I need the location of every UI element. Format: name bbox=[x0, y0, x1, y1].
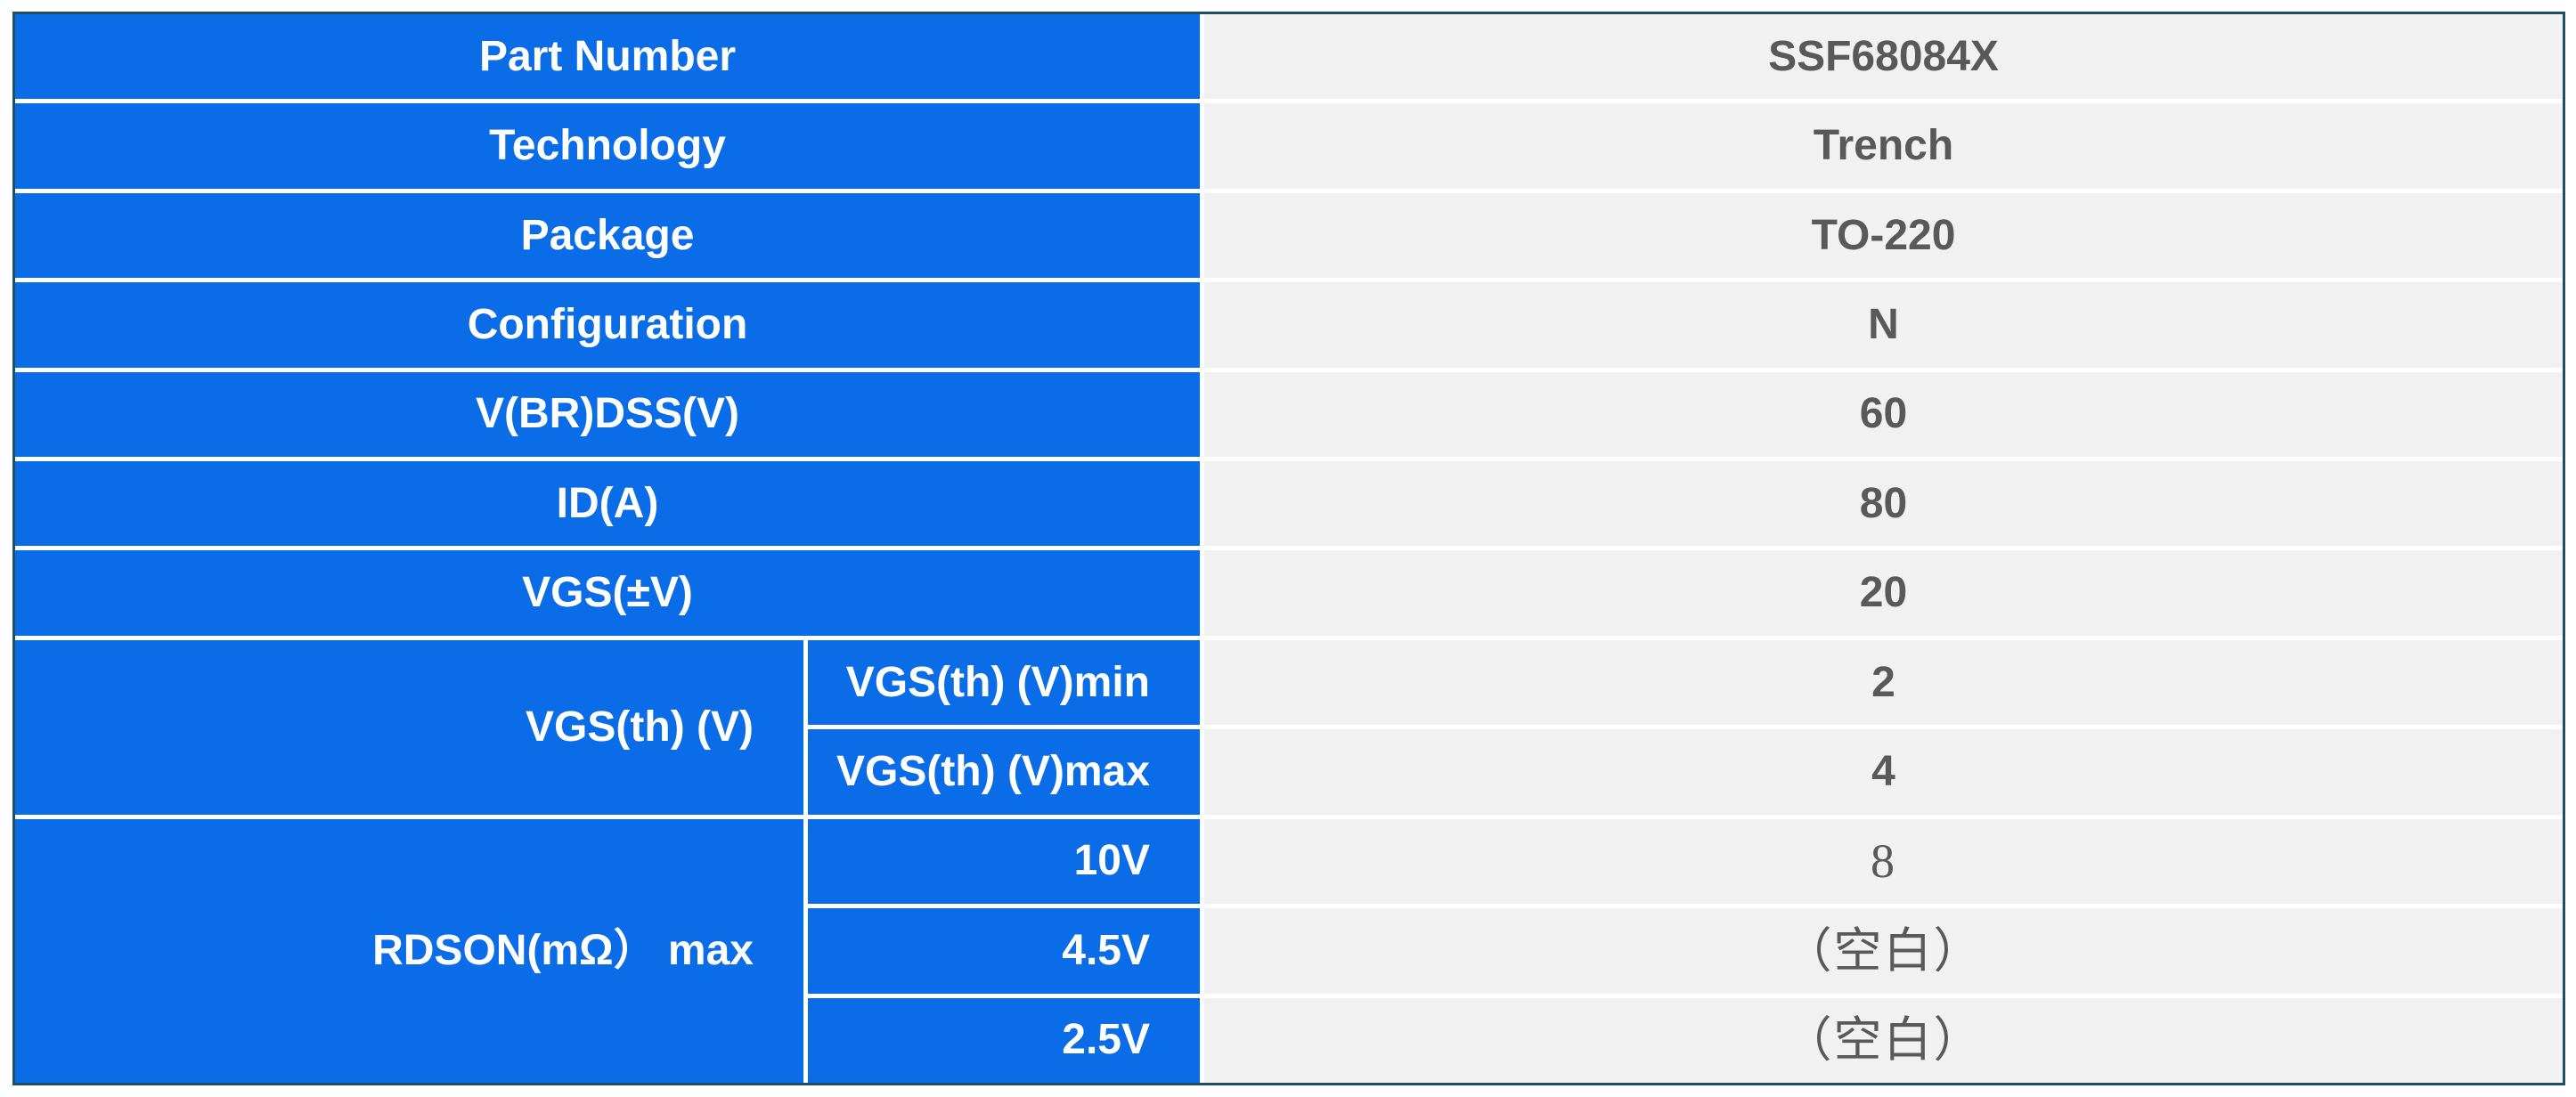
spec-table: Part Number SSF68084X Technology Trench … bbox=[12, 12, 2565, 1085]
row-value-rdson-10v: 8 bbox=[1204, 818, 2563, 905]
row-value-vbrdss: 60 bbox=[1204, 371, 2563, 458]
row-value-id: 80 bbox=[1204, 461, 2563, 547]
row-value-vgs-th-max: 4 bbox=[1204, 729, 2563, 815]
row-value-part-number: SSF68084X bbox=[1204, 14, 2563, 100]
sub-label-rdson-4v5: 4.5V bbox=[808, 908, 1200, 994]
row-value-package: TO-220 bbox=[1204, 192, 2563, 279]
row-label-vgs: VGS(±V) bbox=[15, 550, 1200, 636]
sub-label-rdson-10v: 10V bbox=[808, 818, 1200, 905]
row-value-rdson-2v5: （空白） bbox=[1204, 997, 2563, 1083]
group-label-rdson: RDSON(mΩ） max bbox=[15, 818, 803, 1083]
row-value-vgs: 20 bbox=[1204, 550, 2563, 636]
row-label-package: Package bbox=[15, 192, 1200, 279]
sub-label-vgs-th-max: VGS(th) (V)max bbox=[808, 729, 1200, 815]
row-label-configuration: Configuration bbox=[15, 282, 1200, 368]
row-value-configuration: N bbox=[1204, 282, 2563, 368]
sub-label-vgs-th-min: VGS(th) (V)min bbox=[808, 639, 1200, 726]
row-label-part-number: Part Number bbox=[15, 14, 1200, 100]
row-value-vgs-th-min: 2 bbox=[1204, 639, 2563, 726]
row-label-id: ID(A) bbox=[15, 461, 1200, 547]
row-label-vbrdss: V(BR)DSS(V) bbox=[15, 371, 1200, 458]
row-label-technology: Technology bbox=[15, 103, 1200, 189]
sub-label-rdson-2v5: 2.5V bbox=[808, 997, 1200, 1083]
row-value-technology: Trench bbox=[1204, 103, 2563, 189]
group-label-vgs-th: VGS(th) (V) bbox=[15, 639, 803, 815]
row-value-rdson-4v5: （空白） bbox=[1204, 908, 2563, 994]
